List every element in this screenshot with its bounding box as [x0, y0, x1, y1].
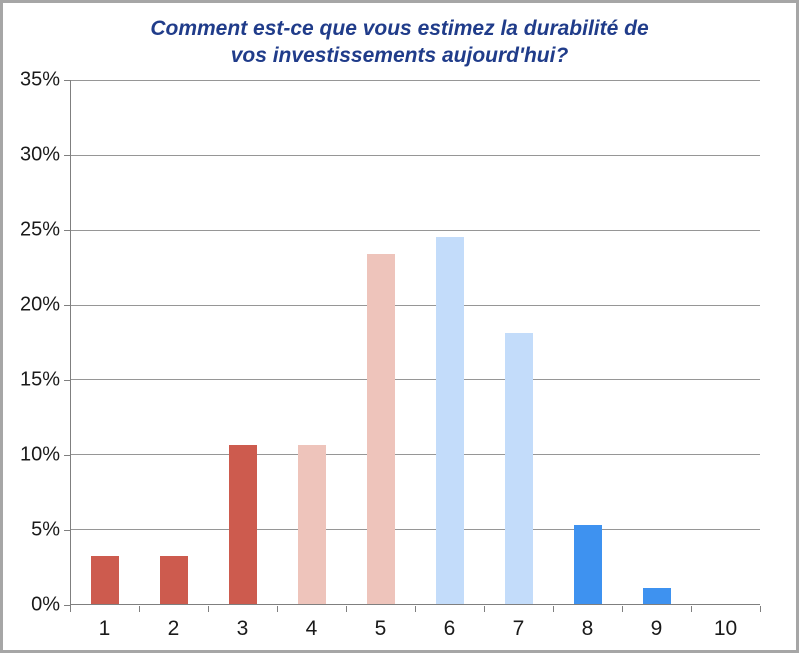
x-tick-mark — [484, 606, 485, 612]
x-tick-label: 9 — [650, 617, 663, 640]
y-tick-mark — [64, 455, 71, 456]
y-tick-mark — [64, 530, 71, 531]
x-tick-mark — [346, 606, 347, 612]
x-tick-mark — [553, 606, 554, 612]
gridline — [71, 304, 760, 306]
y-tick-label: 20% — [19, 293, 60, 316]
y-tick-mark — [64, 379, 71, 381]
x-tick-label: 3 — [236, 617, 249, 640]
gridline — [71, 379, 760, 381]
bar-category-5 — [367, 253, 396, 604]
y-tick-label: 25% — [19, 218, 60, 241]
bar-category-3 — [229, 445, 258, 604]
bar-category-8 — [573, 524, 602, 604]
bar-category-4 — [298, 445, 327, 604]
x-tick-label: 7 — [512, 617, 525, 640]
x-tick-mark — [70, 606, 71, 612]
gridline — [71, 229, 760, 231]
y-tick-mark — [64, 154, 71, 156]
y-tick-mark — [64, 229, 71, 231]
gridline — [71, 154, 760, 156]
x-tick-mark — [208, 606, 209, 612]
plot-area — [70, 80, 760, 605]
y-tick-label: 35% — [19, 68, 60, 91]
y-tick-mark — [64, 605, 71, 606]
x-axis-ticks — [70, 606, 761, 612]
x-tick-label: 6 — [443, 617, 456, 640]
y-tick-label: 30% — [19, 143, 60, 166]
x-tick-label: 2 — [167, 617, 180, 640]
bar-category-6 — [435, 237, 464, 604]
y-tick-mark — [64, 305, 71, 306]
x-tick-mark — [139, 606, 140, 612]
y-tick-label: 5% — [31, 518, 60, 541]
y-tick-label: 15% — [19, 368, 60, 391]
y-tick-mark — [64, 80, 71, 81]
x-tick-mark — [691, 606, 692, 612]
x-tick-mark — [760, 606, 761, 612]
y-axis: 0% 5% 10% 15% 20% 25% 30% 35% — [3, 69, 60, 616]
x-axis: 1 2 3 4 5 6 7 8 9 10 — [70, 617, 760, 647]
x-tick-label: 8 — [581, 617, 594, 640]
x-tick-label: 1 — [98, 617, 111, 640]
y-tick-label: 0% — [31, 593, 60, 616]
x-tick-mark — [622, 606, 623, 612]
y-tick-label: 10% — [19, 443, 60, 466]
bar-category-1 — [91, 556, 120, 604]
chart-title: Comment est-ce que vous estimez la durab… — [150, 17, 649, 67]
x-tick-label: 10 — [713, 617, 738, 640]
gridline — [71, 454, 760, 456]
chart-title-container: Comment est-ce que vous estimez la durab… — [3, 16, 796, 70]
x-tick-mark — [277, 606, 278, 612]
gridline — [71, 80, 760, 81]
y-axis-ticks — [64, 80, 71, 606]
gridline — [71, 529, 760, 531]
bar-category-2 — [160, 556, 189, 604]
bar-category-7 — [504, 333, 533, 604]
x-tick-mark — [415, 606, 416, 612]
bar-category-9 — [642, 587, 671, 604]
x-tick-label: 5 — [374, 617, 387, 640]
x-tick-label: 4 — [305, 617, 318, 640]
